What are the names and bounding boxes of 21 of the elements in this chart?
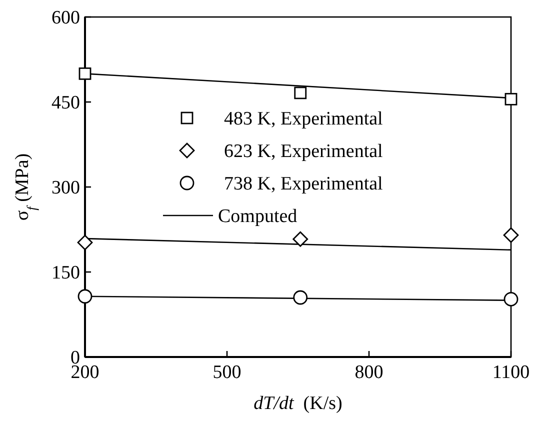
legend-label: 623 K, Experimental (224, 141, 383, 162)
y-tick-label: 600 (52, 8, 80, 29)
point (78, 67, 92, 80)
legend-label: Computed (218, 206, 298, 228)
point (503, 227, 519, 243)
point (292, 231, 308, 247)
point (294, 86, 307, 100)
point (293, 290, 308, 305)
x-tick-label: 1100 (492, 362, 530, 383)
point (504, 92, 518, 106)
x-axis-title: dT/dt (K/s) (254, 393, 342, 414)
legend-label: 738 K, Experimental (224, 174, 383, 195)
point (77, 234, 93, 250)
y-tick-label: 150 (52, 262, 80, 284)
x-tick-label: 800 (354, 362, 384, 383)
point (504, 292, 518, 306)
x-tick-label: 500 (212, 362, 242, 383)
legend-label: 483 K, Experimental (224, 108, 383, 130)
point (78, 289, 92, 304)
y-tick-label: 300 (52, 178, 80, 199)
y-tick-label: 450 (52, 92, 80, 114)
